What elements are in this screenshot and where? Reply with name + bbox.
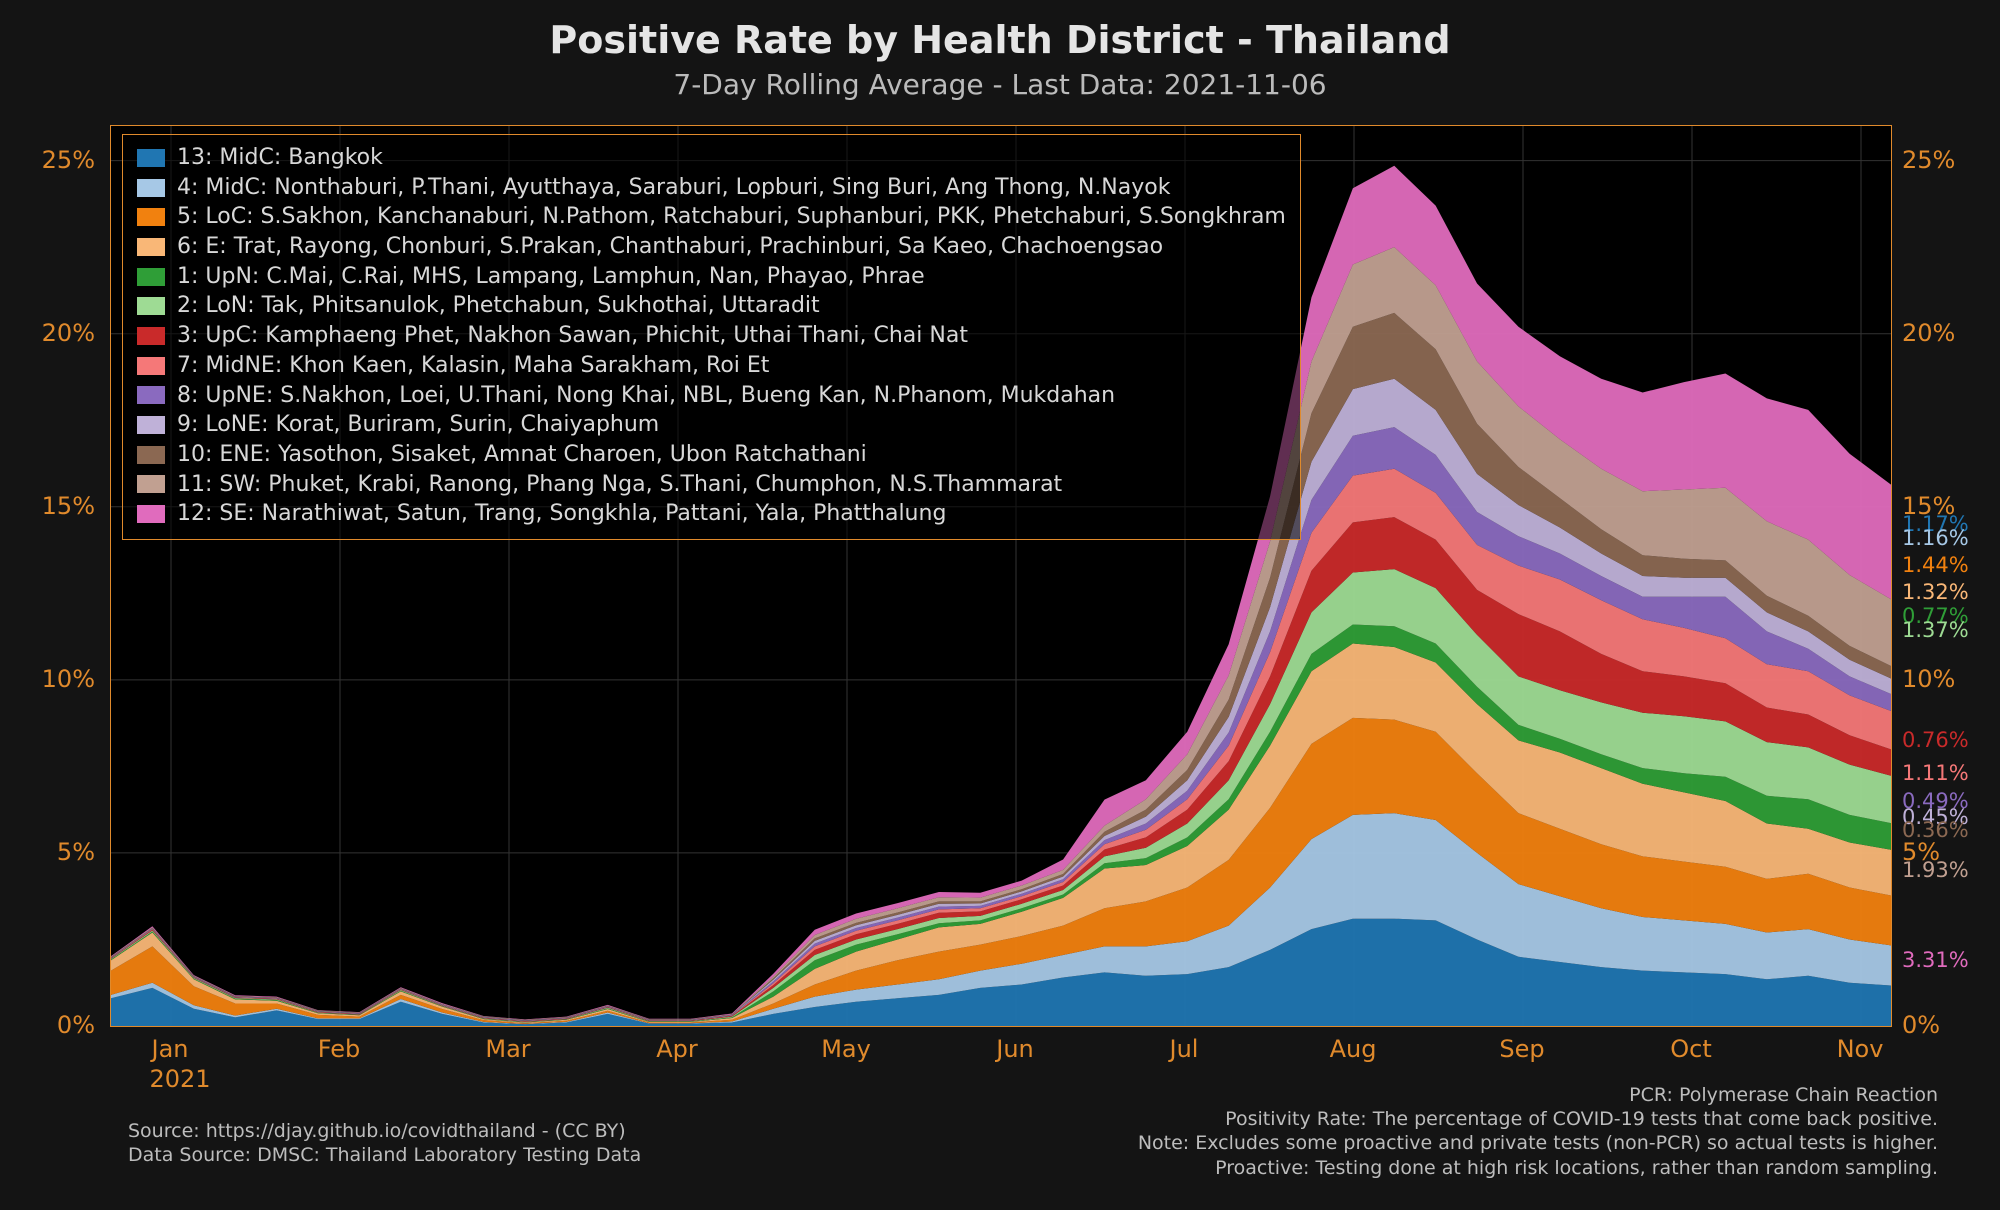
legend-swatch [137,268,165,286]
xtick-month: Nov [1830,1035,1890,1063]
legend-label: 5: LoC: S.Sakhon, Kanchanaburi, N.Pathom… [177,202,1286,232]
end-label: 1.32% [1902,580,1969,604]
legend-swatch [137,238,165,256]
footer-left: Source: https://djay.github.io/covidthai… [128,1119,641,1168]
ytick-left: 20% [5,319,95,347]
xtick-month: Aug [1323,1035,1383,1063]
xtick-month: Jul [1154,1035,1214,1063]
legend: 13: MidC: Bangkok4: MidC: Nonthaburi, P.… [122,134,1301,540]
legend-item: 13: MidC: Bangkok [137,143,1286,173]
xtick-month: Jun [985,1035,1045,1063]
legend-label: 3: UpC: Kamphaeng Phet, Nakhon Sawan, Ph… [177,321,968,351]
end-label: 0.36% [1902,818,1969,842]
ytick-right: 25% [1902,146,1955,174]
legend-item: 10: ENE: Yasothon, Sisaket, Amnat Charoe… [137,440,1286,470]
xtick-month: Apr [647,1035,707,1063]
xtick-month: Mar [478,1035,538,1063]
end-label: 0.76% [1902,728,1969,752]
legend-swatch [137,416,165,434]
legend-label: 8: UpNE: S.Nakhon, Loei, U.Thani, Nong K… [177,381,1115,411]
legend-item: 11: SW: Phuket, Krabi, Ranong, Phang Nga… [137,470,1286,500]
xtick-month: May [816,1035,876,1063]
legend-item: 3: UpC: Kamphaeng Phet, Nakhon Sawan, Ph… [137,321,1286,351]
ytick-right: 0% [1902,1011,1940,1039]
legend-item: 9: LoNE: Korat, Buriram, Surin, Chaiyaph… [137,410,1286,440]
legend-swatch [137,297,165,315]
ytick-right: 20% [1902,319,1955,347]
legend-swatch [137,149,165,167]
legend-label: 10: ENE: Yasothon, Sisaket, Amnat Charoe… [177,440,867,470]
end-label: 1.44% [1902,553,1969,577]
legend-swatch [137,179,165,197]
legend-label: 11: SW: Phuket, Krabi, Ranong, Phang Nga… [177,470,1062,500]
ytick-left: 15% [5,492,95,520]
end-label: 1.16% [1902,526,1969,550]
legend-item: 12: SE: Narathiwat, Satun, Trang, Songkh… [137,499,1286,529]
ytick-left: 0% [5,1011,95,1039]
xtick-month: Feb [309,1035,369,1063]
footer-right: PCR: Polymerase Chain ReactionPositivity… [1138,1083,1938,1180]
legend-item: 4: MidC: Nonthaburi, P.Thani, Ayutthaya,… [137,173,1286,203]
ytick-left: 5% [5,838,95,866]
end-label: 1.93% [1902,858,1969,882]
legend-label: 1: UpN: C.Mai, C.Rai, MHS, Lampang, Lamp… [177,262,925,292]
legend-swatch [137,327,165,345]
legend-label: 2: LoN: Tak, Phitsanulok, Phetchabun, Su… [177,291,820,321]
chart-subtitle: 7-Day Rolling Average - Last Data: 2021-… [0,68,2000,101]
legend-swatch [137,446,165,464]
legend-label: 9: LoNE: Korat, Buriram, Surin, Chaiyaph… [177,410,659,440]
legend-swatch [137,475,165,493]
ytick-left: 10% [5,665,95,693]
legend-swatch [137,208,165,226]
xtick-year: 2021 [140,1065,220,1093]
legend-label: 13: MidC: Bangkok [177,143,383,173]
xtick-month: Sep [1492,1035,1552,1063]
end-label: 1.11% [1902,761,1969,785]
legend-item: 7: MidNE: Khon Kaen, Kalasin, Maha Sarak… [137,351,1286,381]
end-label: 3.31% [1902,948,1969,972]
legend-label: 12: SE: Narathiwat, Satun, Trang, Songkh… [177,499,946,529]
legend-swatch [137,386,165,404]
xtick-month: Jan [140,1035,200,1063]
chart-container: Positive Rate by Health District - Thail… [0,0,2000,1210]
end-label: 1.37% [1902,618,1969,642]
xtick-month: Oct [1661,1035,1721,1063]
legend-swatch [137,357,165,375]
ytick-left: 25% [5,146,95,174]
legend-swatch [137,505,165,523]
legend-item: 1: UpN: C.Mai, C.Rai, MHS, Lampang, Lamp… [137,262,1286,292]
legend-label: 7: MidNE: Khon Kaen, Kalasin, Maha Sarak… [177,351,769,381]
legend-label: 6: E: Trat, Rayong, Chonburi, S.Prakan, … [177,232,1163,262]
ytick-right: 10% [1902,665,1955,693]
legend-item: 5: LoC: S.Sakhon, Kanchanaburi, N.Pathom… [137,202,1286,232]
legend-item: 8: UpNE: S.Nakhon, Loei, U.Thani, Nong K… [137,381,1286,411]
legend-item: 2: LoN: Tak, Phitsanulok, Phetchabun, Su… [137,291,1286,321]
legend-item: 6: E: Trat, Rayong, Chonburi, S.Prakan, … [137,232,1286,262]
chart-title: Positive Rate by Health District - Thail… [0,18,2000,62]
legend-label: 4: MidC: Nonthaburi, P.Thani, Ayutthaya,… [177,173,1170,203]
